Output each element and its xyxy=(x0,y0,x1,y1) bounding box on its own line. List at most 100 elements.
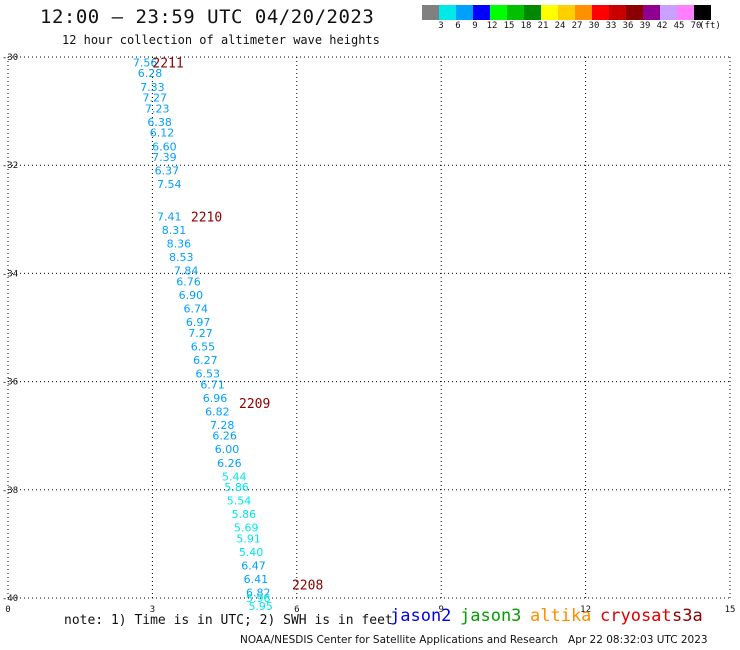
x-tick-label: 15 xyxy=(725,605,736,615)
legend-label: 15 xyxy=(503,21,515,31)
x-tick-label: 6 xyxy=(294,605,299,615)
legend-swatch xyxy=(660,5,677,20)
track-id-label: 2211 xyxy=(152,56,183,71)
swh-data-point: 7.56 xyxy=(133,56,158,69)
legend-swatch xyxy=(490,5,507,20)
legend-swatch xyxy=(439,5,456,20)
legend-label: 21 xyxy=(537,21,549,31)
legend-swatch xyxy=(507,5,524,20)
swh-data-point: 5.86 xyxy=(224,481,249,494)
swh-data-point: 7.33 xyxy=(140,81,165,94)
swh-data-point: 6.53 xyxy=(196,367,221,380)
legend-label: 70 xyxy=(690,21,702,31)
y-tick-label: -38 xyxy=(2,486,18,496)
legend-swatch xyxy=(592,5,609,20)
swh-data-point: 6.41 xyxy=(244,573,269,586)
swh-data-point: 8.31 xyxy=(162,224,187,237)
swh-data-point: 8.53 xyxy=(169,251,194,264)
satellite-cryosat: cryosat xyxy=(600,606,672,626)
legend-label: 12 xyxy=(486,21,498,31)
legend-label: 30 xyxy=(588,21,600,31)
swh-data-point: 6.90 xyxy=(179,289,204,302)
x-tick-label: 0 xyxy=(5,605,10,615)
color-scale-labels: 3 6 9 12 15 18 21 24 27 30 33 36 39 42 45 70 (ft) xyxy=(422,21,740,35)
y-tick-label: -40 xyxy=(2,594,18,604)
swh-data-point: 6.00 xyxy=(215,443,240,456)
legend-label: 6 xyxy=(455,21,461,31)
track-id-label: 2210 xyxy=(191,211,222,226)
swh-data-point: 5.95 xyxy=(248,600,273,613)
legend-label: 3 xyxy=(438,21,444,31)
legend-swatch xyxy=(575,5,592,20)
swh-data-point: 6.82 xyxy=(246,587,271,600)
legend-swatch xyxy=(677,5,694,20)
legend-swatch xyxy=(524,5,541,20)
swh-data-point: 6.97 xyxy=(186,316,211,329)
swh-data-point: 7.23 xyxy=(145,102,170,115)
legend-label: 18 xyxy=(520,21,532,31)
swh-data-point: 6.76 xyxy=(176,276,201,289)
swh-data-point: 6.38 xyxy=(147,116,172,129)
legend-label: 9 xyxy=(472,21,478,31)
legend-swatch xyxy=(643,5,660,20)
y-tick-label: -34 xyxy=(2,269,18,279)
satellite-jason3: jason3 xyxy=(460,606,522,626)
x-tick-label: 3 xyxy=(150,605,155,615)
legend-label: 27 xyxy=(571,21,583,31)
chart-subtitle: 12 hour collection of altimeter wave hei… xyxy=(62,33,380,47)
y-tick-label: -36 xyxy=(2,378,18,388)
x-tick-label: 9 xyxy=(438,605,443,615)
swh-data-point: 5.86 xyxy=(232,508,257,521)
legend-label: 39 xyxy=(639,21,651,31)
legend-swatch xyxy=(473,5,490,20)
swh-data-point: 5.44 xyxy=(222,470,247,483)
swh-data-point: 5.96 xyxy=(246,592,271,605)
legend-label: 33 xyxy=(605,21,617,31)
swh-data-point: 6.82 xyxy=(205,405,230,418)
swh-data-point: 6.28 xyxy=(138,67,163,80)
swh-data-point: 6.71 xyxy=(200,378,225,391)
swh-data-point: 6.74 xyxy=(183,303,208,316)
swh-data-point: 7.84 xyxy=(174,265,199,278)
swh-data-point: 6.27 xyxy=(193,354,218,367)
swh-data-point: 6.26 xyxy=(212,430,237,443)
credit-line: NOAA/NESDIS Center for Satellite Applica… xyxy=(240,634,708,646)
satellite-jason2: jason2 xyxy=(390,606,452,626)
swh-data-point: 6.55 xyxy=(191,340,216,353)
y-tick-label: -30 xyxy=(2,53,18,63)
legend-swatch xyxy=(609,5,626,20)
legend-swatch xyxy=(694,5,711,20)
swh-data-point: 5.40 xyxy=(239,546,264,559)
swh-data-point: 7.27 xyxy=(188,327,213,340)
legend-swatch xyxy=(558,5,575,20)
legend-label: 24 xyxy=(554,21,566,31)
swh-data-point: 5.91 xyxy=(236,532,261,545)
track-id-label: 2208 xyxy=(292,578,323,593)
satellite-s3a: s3a xyxy=(672,606,703,626)
generated-timestamp: Apr 22 08:32:03 UTC 2023 xyxy=(568,634,708,646)
satellite-altika: altika xyxy=(530,606,592,626)
swh-data-point: 5.54 xyxy=(227,495,252,508)
legend-swatch xyxy=(456,5,473,20)
credit-text: NOAA/NESDIS Center for Satellite Applica… xyxy=(240,634,558,646)
swh-data-point: 5.69 xyxy=(234,522,259,535)
legend-label: 42 xyxy=(656,21,668,31)
track-id-label: 2209 xyxy=(239,397,270,412)
swh-data-point: 7.27 xyxy=(143,92,168,105)
swh-data-point: 6.26 xyxy=(217,457,242,470)
swh-data-point: 8.36 xyxy=(167,238,192,251)
swh-data-point: 7.54 xyxy=(157,178,182,191)
y-tick-label: -32 xyxy=(2,161,18,171)
legend-swatch xyxy=(626,5,643,20)
legend-unit: (ft) xyxy=(699,21,721,31)
chart-title: 12:00 – 23:59 UTC 04/20/2023 xyxy=(40,6,375,28)
swh-data-point: 6.12 xyxy=(150,127,175,140)
swh-data-point: 7.39 xyxy=(152,151,177,164)
swh-data-point: 7.28 xyxy=(210,419,235,432)
legend-label: 45 xyxy=(673,21,685,31)
swh-data-point: 6.96 xyxy=(203,392,228,405)
legend-swatch xyxy=(422,5,439,20)
x-tick-label: 12 xyxy=(580,605,591,615)
swh-data-point: 6.37 xyxy=(155,165,180,178)
